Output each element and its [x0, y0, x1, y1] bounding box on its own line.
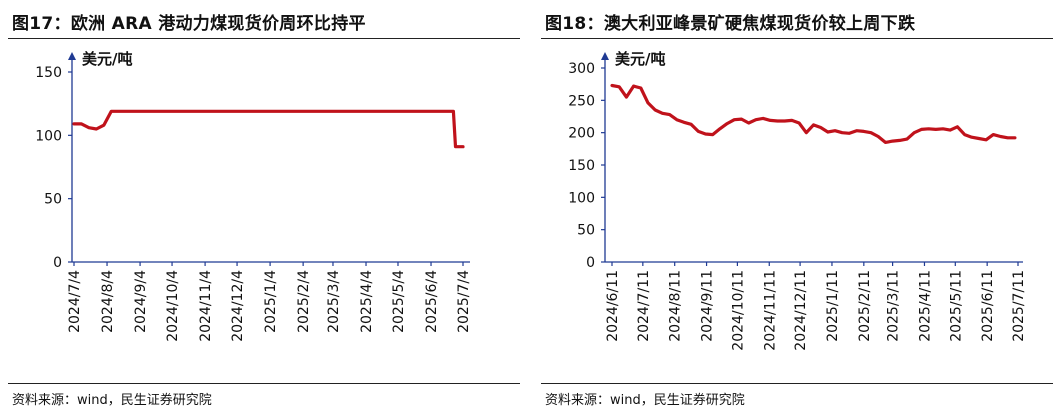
x-tick-label: 2025/7/4	[456, 270, 472, 333]
x-tick-label: 2025/3/11	[886, 270, 902, 342]
x-tick-label: 2024/7/4	[67, 270, 83, 333]
y-tick-label: 250	[568, 93, 595, 109]
x-tick-label: 2024/12/4	[230, 270, 246, 342]
y-tick-label: 150	[35, 65, 62, 81]
y-axis-unit: 美元/吨	[615, 50, 665, 68]
x-tick-label: 2025/1/11	[825, 270, 841, 342]
source-rule	[541, 383, 1053, 384]
x-tick-label: 2024/11/11	[762, 270, 778, 351]
x-tick-label: 2024/7/11	[636, 270, 652, 342]
y-tick-label: 300	[568, 61, 595, 77]
source-rule	[8, 383, 520, 384]
y-tick-label: 0	[53, 255, 62, 271]
chart-panel-peak-downs: 图18：澳大利亚峰景矿硬焦煤现货价较上周下跌 美元/吨 0 50 100 150 200 2…	[533, 0, 1053, 412]
y-tick-label: 150	[568, 158, 595, 174]
x-tick-label: 2025/5/4	[391, 270, 407, 333]
price-series-line	[610, 83, 1017, 145]
x-tick-label: 2024/9/4	[133, 270, 149, 333]
x-tick-label: 2025/2/11	[857, 270, 873, 342]
chart-title: 图17：欧洲 ARA 港动力煤现货价周环比持平	[12, 14, 366, 34]
y-tick-label: 100	[35, 128, 62, 144]
y-axis-unit: 美元/吨	[82, 50, 132, 68]
chart-panel-ara: 图17：欧洲 ARA 港动力煤现货价周环比持平 美元/吨 0 50 100 150 202…	[0, 0, 520, 412]
x-tick-label: 2024/10/4	[165, 270, 181, 342]
x-tick-label: 2025/6/4	[424, 270, 440, 333]
x-tick-label: 2024/12/11	[793, 270, 809, 351]
x-tick-label: 2024/11/4	[198, 270, 214, 342]
x-tick-label: 2025/1/4	[263, 270, 279, 333]
y-axis-arrow	[601, 52, 609, 60]
source-note: 资料来源：wind，民生证券研究院	[12, 393, 212, 408]
title-rule	[541, 38, 1053, 39]
y-tick-label: 50	[44, 192, 62, 208]
y-tick-label: 50	[577, 223, 595, 239]
price-series-line	[72, 109, 465, 149]
x-tick-label: 2025/4/4	[359, 270, 375, 333]
x-tick-label: 2024/9/11	[700, 270, 716, 342]
x-tick-label: 2025/3/4	[326, 270, 342, 333]
y-tick-label: 100	[568, 190, 595, 206]
chart-title: 图18：澳大利亚峰景矿硬焦煤现货价较上周下跌	[545, 14, 916, 34]
x-tick-label: 2025/5/11	[948, 270, 964, 342]
source-note: 资料来源：wind，民生证券研究院	[545, 393, 745, 408]
x-tick-label: 2024/6/11	[605, 270, 621, 342]
x-tick-label: 2025/7/11	[1011, 270, 1027, 342]
y-axis-arrow	[68, 52, 76, 60]
x-tick-label: 2025/4/11	[917, 270, 933, 342]
x-tick-label: 2024/8/4	[100, 270, 116, 333]
x-tick-label: 2025/6/11	[980, 270, 996, 342]
y-tick-label: 200	[568, 126, 595, 142]
line-chart-peak-downs: 美元/吨 0 50 100 150 200 250 300 2024/6/11 2024/7/11…	[568, 50, 1027, 351]
y-tick-label: 0	[586, 255, 595, 271]
x-tick-label: 2024/10/11	[730, 270, 746, 351]
x-tick-label: 2024/8/11	[668, 270, 684, 342]
line-chart-ara: 美元/吨 0 50 100 150 2024/7/4 2024/8/4 2024/9/4 202…	[35, 50, 472, 342]
title-rule	[8, 38, 520, 39]
x-tick-label: 2025/2/4	[296, 270, 312, 333]
